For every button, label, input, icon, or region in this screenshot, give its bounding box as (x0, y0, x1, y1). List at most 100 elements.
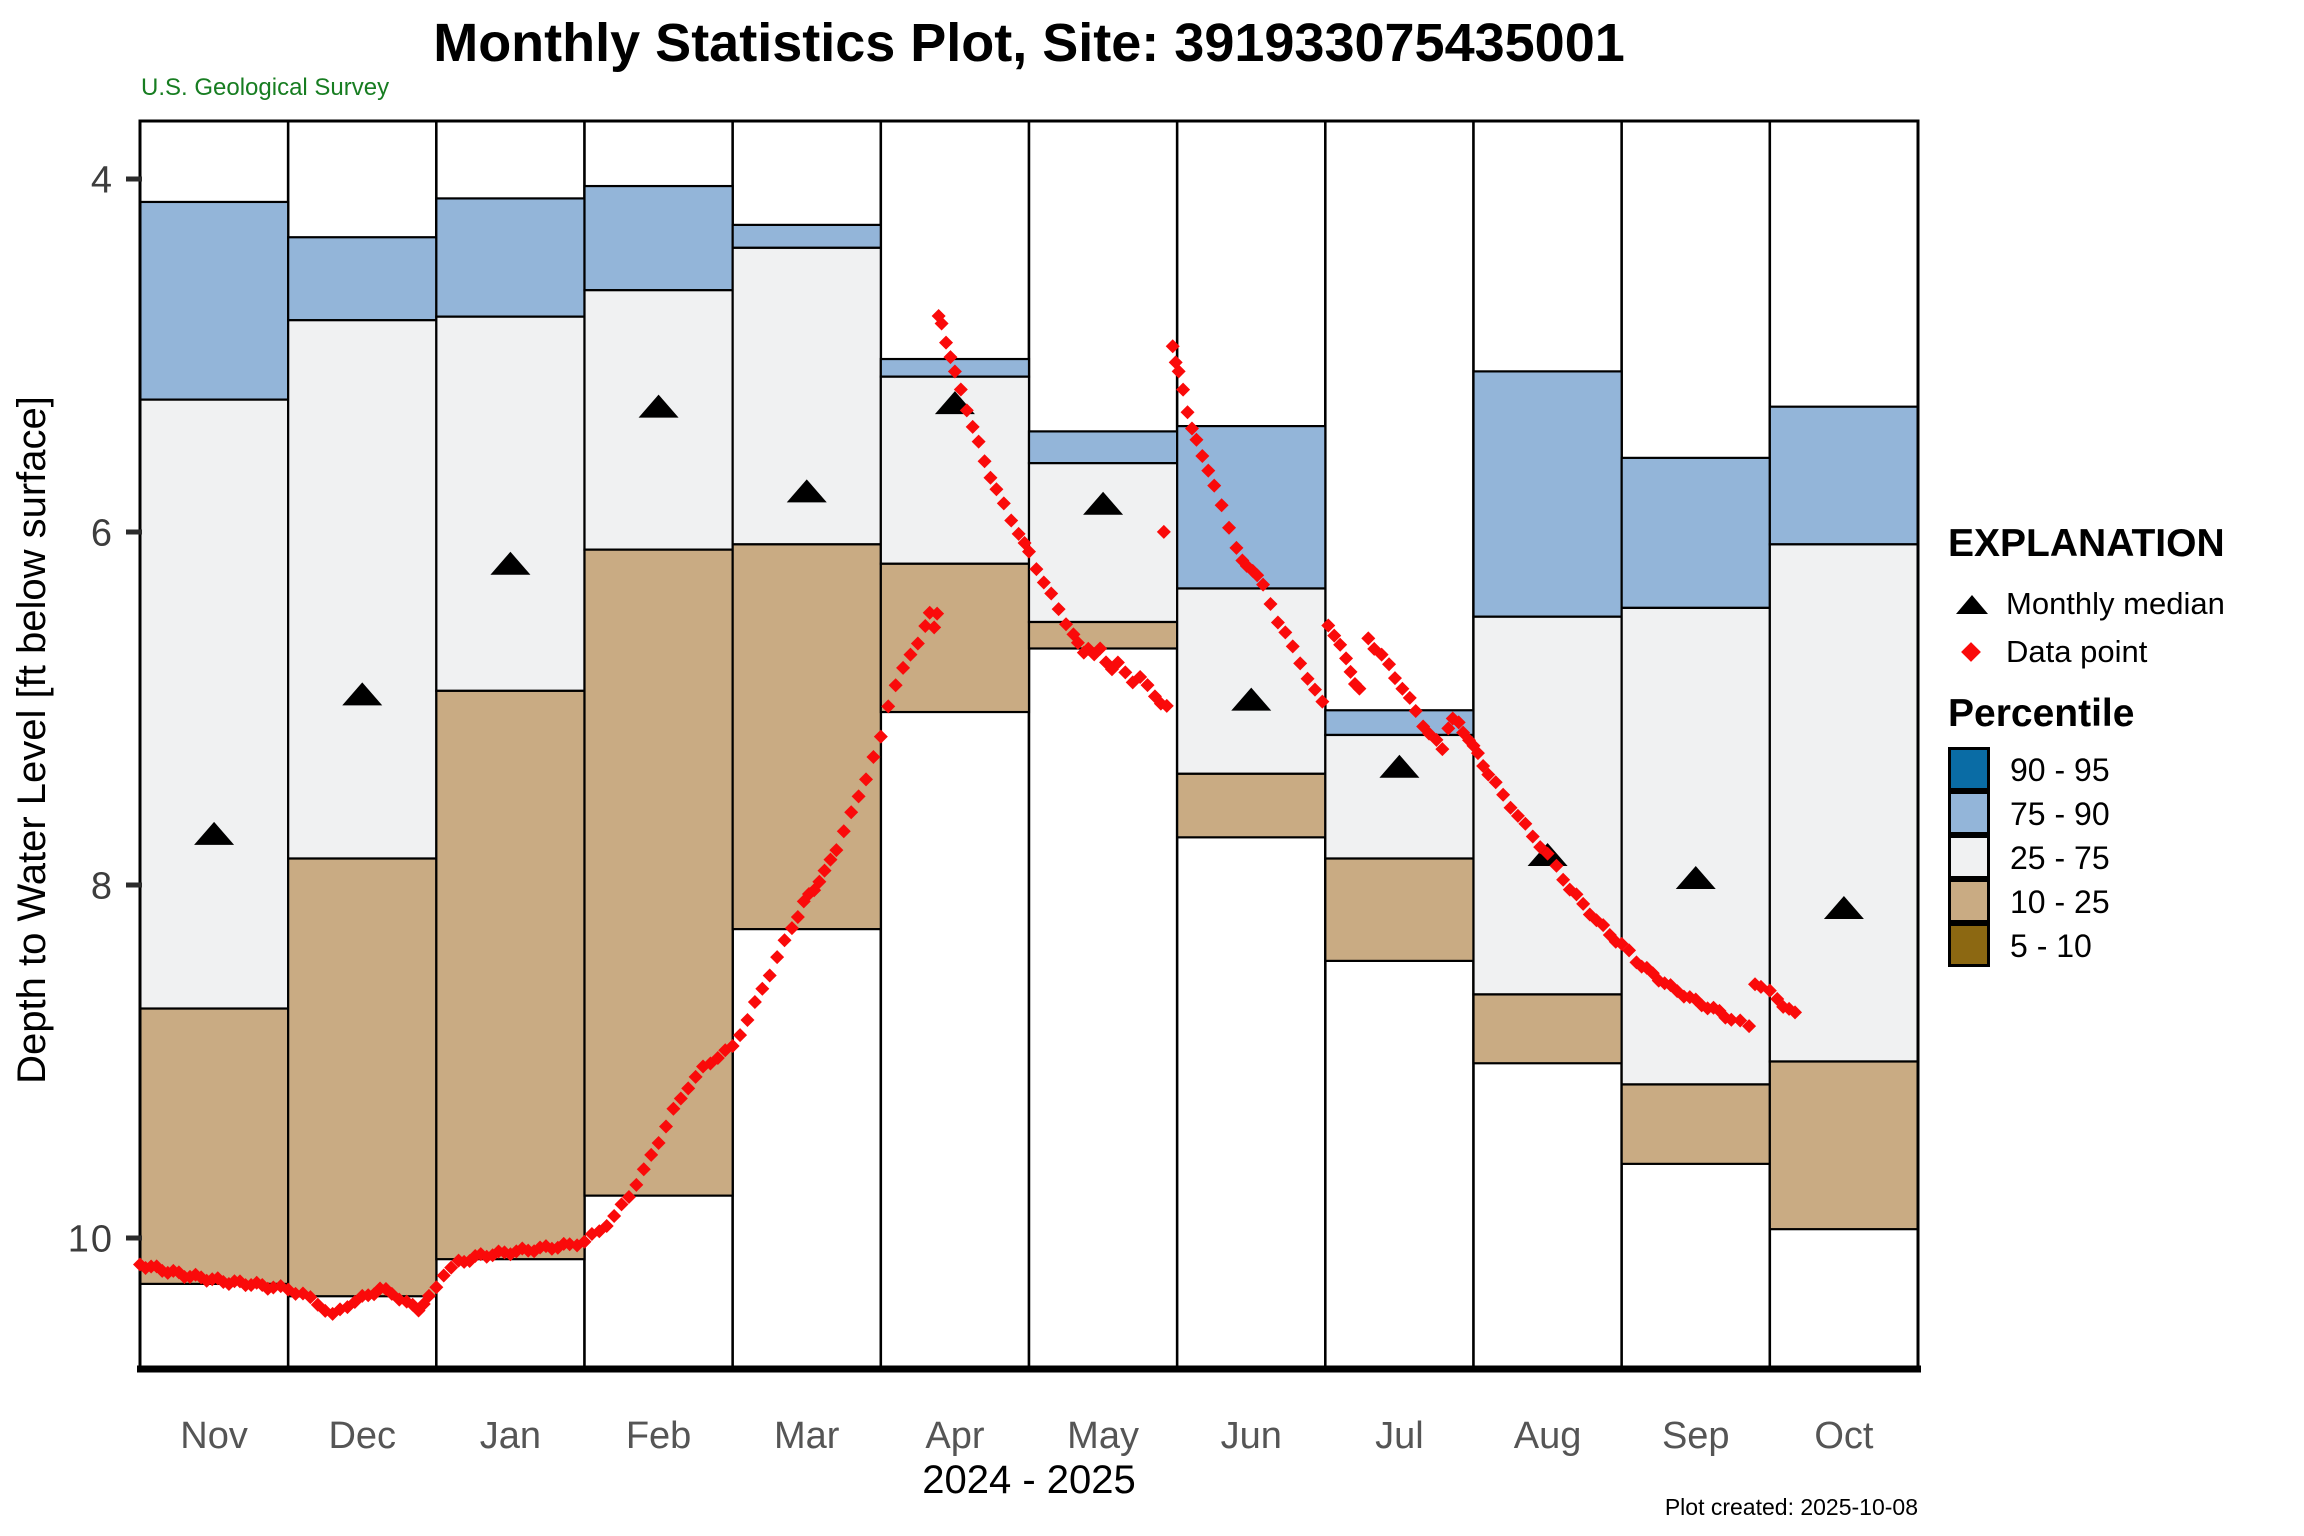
data-point (1029, 562, 1044, 577)
median-marker (1379, 754, 1420, 778)
data-point (1165, 339, 1180, 354)
data-point (777, 933, 792, 948)
data-point (1503, 800, 1518, 815)
percentile-band (1620, 1083, 1771, 1165)
data-point (866, 749, 881, 764)
median-marker (638, 394, 679, 418)
median-marker (1083, 491, 1124, 515)
data-point (1327, 628, 1342, 643)
data-point (1339, 651, 1354, 666)
data-point (790, 909, 805, 924)
data-point (1044, 586, 1059, 601)
month-label: Aug (1514, 1415, 1582, 1457)
agency-label: U.S. Geological Survey (141, 74, 390, 101)
data-point (844, 805, 859, 820)
month-label: May (1067, 1415, 1139, 1457)
y-tick-label: 8 (91, 865, 114, 907)
data-point (817, 863, 832, 878)
data-point (1022, 544, 1036, 559)
data-point (1070, 635, 1085, 650)
month-label: Jul (1375, 1415, 1424, 1457)
data-point (1263, 596, 1278, 611)
percentile-swatch (1948, 878, 1990, 923)
legend-band-row: 75 - 90 (1948, 790, 2304, 836)
monthly-median-icon (1948, 594, 2006, 614)
data-point (971, 434, 986, 449)
month-label: Sep (1662, 1415, 1730, 1457)
data-point (436, 1268, 451, 1283)
data-point (1387, 671, 1402, 686)
data-point (1093, 641, 1108, 656)
data-point (934, 316, 949, 331)
percentile-band (1472, 993, 1623, 1065)
data-point (1180, 405, 1195, 420)
legend-percentile-title: Percentile (1948, 692, 2135, 735)
legend-band-row: 5 - 10 (1948, 922, 2304, 968)
month-labels: Nov Dec Jan Feb Mar Apr May Jun Jul Aug Sep Oct (180, 1415, 1874, 1457)
median-marker (786, 479, 827, 503)
percentile-band (1768, 1060, 1920, 1231)
month-cell (879, 119, 1031, 1370)
data-point (747, 995, 762, 1010)
month-label: Apr (925, 1415, 984, 1457)
data-point (421, 1288, 436, 1303)
percentile-band (435, 689, 586, 1261)
legend: EXPLANATION Monthly median Data point Pe… (1948, 522, 2304, 968)
percentile-swatch-label: 10 - 25 (2010, 883, 2110, 920)
data-point (429, 1280, 444, 1295)
y-tick-label: 4 (91, 159, 114, 201)
data-point (1733, 1013, 1748, 1028)
percentile-band (1768, 405, 1920, 546)
median-marker (1823, 895, 1864, 919)
data-point (1171, 364, 1186, 379)
month-label: Feb (626, 1415, 691, 1457)
data-point (1361, 631, 1376, 646)
data-point (1596, 918, 1611, 933)
y-axis-ticks: 4 6 8 10 (68, 159, 142, 1260)
percentile-band (879, 562, 1031, 714)
data-point (1307, 682, 1322, 697)
data-point (629, 1177, 644, 1192)
month-label: Nov (180, 1415, 248, 1457)
data-point (733, 1028, 748, 1043)
data-point (859, 772, 874, 787)
data-point (943, 350, 958, 365)
data-point (1724, 1012, 1739, 1027)
median-marker (1675, 865, 1716, 889)
month-label: Jun (1221, 1415, 1282, 1457)
data-point (965, 419, 980, 434)
percentile-band (1324, 733, 1475, 860)
data-point (1576, 896, 1591, 911)
month-label: Oct (1814, 1415, 1874, 1457)
data-point (896, 660, 911, 675)
percentile-band (1472, 615, 1623, 996)
data-point (784, 921, 799, 936)
data-point (1118, 665, 1133, 680)
data-point (740, 1013, 755, 1028)
percentile-swatch (1948, 922, 1990, 967)
legend-title: EXPLANATION (1948, 522, 2225, 565)
data-point (1315, 694, 1330, 709)
data-point (1374, 647, 1389, 662)
data-point (959, 403, 974, 418)
legend-bands: 90 - 95 75 - 90 25 - 75 10 - 25 5 - 10 (1948, 746, 2304, 968)
legend-datapoint-label: Data point (2006, 634, 2148, 669)
data-point (1300, 671, 1315, 686)
data-point (888, 678, 903, 693)
legend-median-label: Monthly median (2006, 586, 2225, 621)
data-point (1395, 681, 1410, 696)
data-point (1441, 721, 1456, 736)
percentile-band (138, 1007, 290, 1285)
month-label: Mar (774, 1415, 840, 1457)
data-point (1004, 513, 1019, 528)
percentile-band (1620, 606, 1771, 1086)
data-point (599, 1219, 614, 1234)
data-point (1622, 943, 1637, 958)
legend-band-row: 90 - 95 (1948, 746, 2304, 792)
data-point (1525, 829, 1540, 844)
data-point (1156, 524, 1171, 539)
legend-item-datapoint: Data point (1948, 628, 2304, 676)
data-point (673, 1091, 688, 1106)
data-point (829, 843, 844, 858)
data-point (762, 968, 777, 983)
